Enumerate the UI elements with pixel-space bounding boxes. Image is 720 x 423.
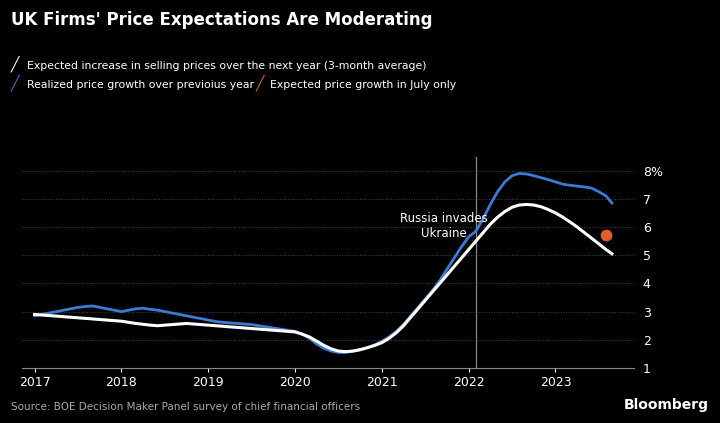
Text: Expected increase in selling prices over the next year (3-month average): Expected increase in selling prices over… [27, 60, 427, 71]
Text: Realized price growth over previoius year: Realized price growth over previoius yea… [27, 80, 254, 90]
Text: Russia invades
Ukraine: Russia invades Ukraine [400, 212, 488, 240]
Text: Expected price growth in July only: Expected price growth in July only [270, 80, 456, 90]
Text: UK Firms' Price Expectations Are Moderating: UK Firms' Price Expectations Are Moderat… [11, 11, 432, 29]
Text: Bloomberg: Bloomberg [624, 398, 709, 412]
Point [600, 232, 611, 239]
Text: ╱: ╱ [11, 55, 19, 71]
Text: ╱: ╱ [256, 74, 264, 91]
Text: ╱: ╱ [11, 74, 19, 91]
Text: Source: BOE Decision Maker Panel survey of chief financial officers: Source: BOE Decision Maker Panel survey … [11, 402, 360, 412]
